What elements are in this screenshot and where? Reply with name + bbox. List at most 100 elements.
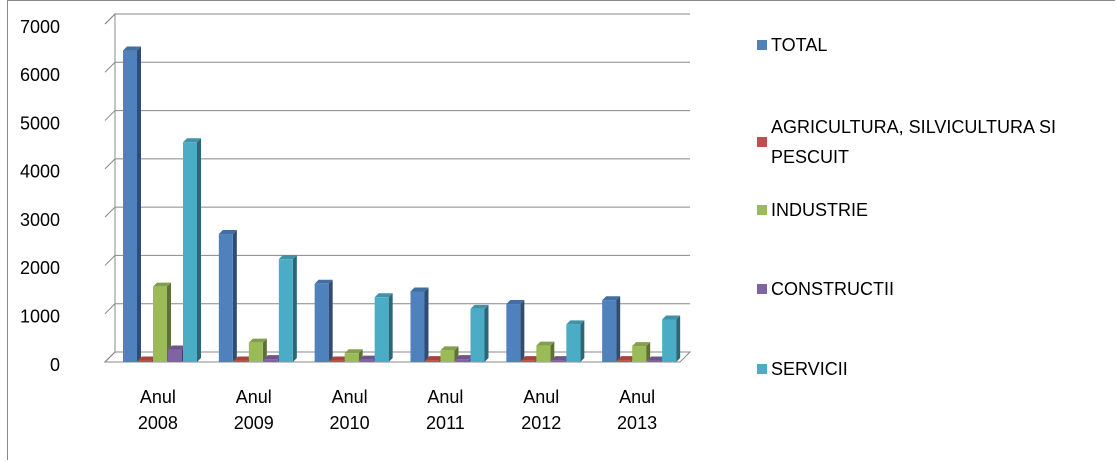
bar-face xyxy=(521,360,536,362)
grid-line xyxy=(104,158,690,170)
legend-label: CONSTRUCTII xyxy=(771,279,894,299)
x-tick-label: Anul 2012 xyxy=(521,387,562,433)
bar-face xyxy=(484,304,489,362)
bar-face xyxy=(617,356,636,361)
bar-face xyxy=(536,345,551,362)
bar xyxy=(632,342,651,362)
bar-face xyxy=(455,355,474,360)
y-tick-label: 3000 xyxy=(20,210,60,230)
bar-face xyxy=(662,315,681,320)
grid-line xyxy=(104,254,690,266)
bar xyxy=(153,282,171,362)
x-tick-label: Anul 2013 xyxy=(617,387,658,433)
bar-face xyxy=(248,338,267,343)
legend-label: AGRICULTURA, SILVICULTURA SI PESCUIT xyxy=(771,117,1057,167)
bar-face xyxy=(662,319,677,362)
bar-face xyxy=(314,279,333,284)
bar-face xyxy=(551,360,566,362)
bar-face xyxy=(520,300,525,362)
bar-face xyxy=(410,291,425,362)
bar-face xyxy=(374,293,393,298)
bar-face xyxy=(167,282,171,362)
bar-face xyxy=(455,359,470,362)
bar-face xyxy=(424,287,429,362)
bar-face xyxy=(566,320,585,325)
bar xyxy=(183,138,201,362)
legend-label: TOTAL xyxy=(771,35,828,55)
bar-face xyxy=(278,255,297,260)
bar-face xyxy=(632,342,651,347)
grid-line xyxy=(104,61,690,73)
bar-face xyxy=(566,324,581,362)
bar xyxy=(374,293,393,362)
bar xyxy=(278,255,297,362)
bar-face xyxy=(123,46,141,51)
bar xyxy=(248,338,267,362)
bar-face xyxy=(292,255,297,362)
bar-face xyxy=(470,308,485,362)
bar-face xyxy=(328,279,333,362)
bar-face xyxy=(440,350,455,362)
bar-face xyxy=(153,286,167,362)
bar-face xyxy=(425,356,444,361)
bar-face xyxy=(580,320,585,362)
grid-line xyxy=(104,206,690,218)
bar-face xyxy=(425,360,440,362)
bar-face xyxy=(263,359,278,362)
bar-face xyxy=(329,360,344,362)
y-tick-label: 2000 xyxy=(20,258,60,278)
bar-face xyxy=(218,234,233,362)
legend-swatch xyxy=(757,284,767,294)
bar-face xyxy=(506,304,521,362)
bar-face xyxy=(233,356,252,361)
bar-face xyxy=(329,356,348,361)
bar-face xyxy=(602,296,621,301)
y-tick-label: 1000 xyxy=(20,306,60,326)
bar xyxy=(314,279,333,362)
bar-face xyxy=(183,138,201,143)
y-tick-label: 5000 xyxy=(20,113,60,133)
bar-face xyxy=(676,315,681,362)
bar-face xyxy=(440,346,459,351)
bar xyxy=(506,300,525,362)
bar-face xyxy=(359,355,378,360)
bar-face xyxy=(536,341,555,346)
bar xyxy=(662,315,681,362)
x-tick-label: Anul 2011 xyxy=(426,387,465,433)
bar-face xyxy=(410,287,429,292)
grid-line xyxy=(104,13,690,25)
bar xyxy=(602,296,621,362)
side-wall xyxy=(104,12,116,363)
grid-line xyxy=(104,303,690,315)
bar-face xyxy=(262,338,267,362)
bar-face xyxy=(647,356,666,361)
bar-face xyxy=(344,353,359,362)
bar xyxy=(536,341,555,362)
bar-face xyxy=(263,355,282,360)
bar-face xyxy=(168,349,182,362)
y-tick-label: 7000 xyxy=(20,17,60,37)
bar-face xyxy=(233,360,248,362)
bar-face xyxy=(153,282,171,287)
grid-line xyxy=(104,351,690,363)
bar-face xyxy=(218,230,237,235)
bar xyxy=(470,304,489,362)
bar-face xyxy=(374,297,389,362)
bar-face xyxy=(168,345,186,350)
grid-line xyxy=(104,110,690,121)
bar-face xyxy=(602,300,617,362)
legend-swatch xyxy=(757,205,767,215)
bar-face xyxy=(344,349,363,354)
bar-face xyxy=(550,341,555,362)
bar-face xyxy=(123,50,137,363)
legend-label: SERVICII xyxy=(771,359,848,379)
bar-face xyxy=(521,356,540,361)
bar-face xyxy=(646,342,651,362)
bar xyxy=(123,46,141,363)
bar-face xyxy=(232,230,237,362)
bar-face xyxy=(197,138,201,362)
bar-face xyxy=(138,360,152,362)
bar xyxy=(218,230,237,362)
